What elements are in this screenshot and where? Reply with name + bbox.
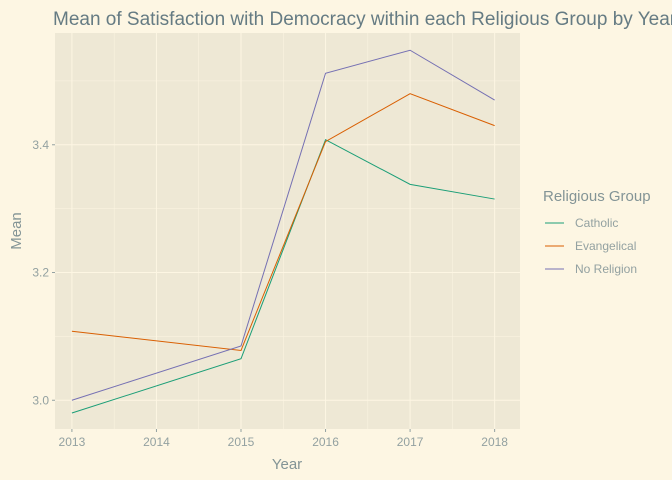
legend-label: No Religion xyxy=(575,262,637,276)
series-lines xyxy=(71,49,495,414)
series-line-no-religion xyxy=(71,49,495,401)
y-tick-label: 3.4 xyxy=(32,138,49,152)
x-tick-label: 2018 xyxy=(481,435,508,449)
x-axis-ticks: 2013 2014 2015 2016 2017 2018 xyxy=(59,429,508,449)
chart-title: Mean of Satisfaction with Democracy with… xyxy=(53,9,672,30)
x-tick-label: 2015 xyxy=(228,435,255,449)
x-tick-label: 2017 xyxy=(397,435,424,449)
x-tick-label: 2016 xyxy=(312,435,339,449)
y-tick-label: 3.2 xyxy=(32,266,49,280)
legend-title: Religious Group xyxy=(543,188,651,205)
plot-panel xyxy=(55,33,520,429)
series-line-catholic xyxy=(71,138,495,414)
legend-label: Catholic xyxy=(575,216,618,230)
series-line-evangelical xyxy=(71,93,495,351)
legend: Religious Group Catholic Evangelical No Re… xyxy=(543,188,651,276)
y-axis-ticks: 3.0 3.2 3.4 xyxy=(32,138,55,407)
x-tick-label: 2014 xyxy=(143,435,170,449)
grid-lines xyxy=(55,33,520,429)
y-axis-title: Mean xyxy=(8,212,25,250)
x-axis-title: Year xyxy=(272,456,302,473)
y-tick-label: 3.0 xyxy=(32,393,49,407)
legend-label: Evangelical xyxy=(575,239,636,253)
x-tick-label: 2013 xyxy=(59,435,86,449)
